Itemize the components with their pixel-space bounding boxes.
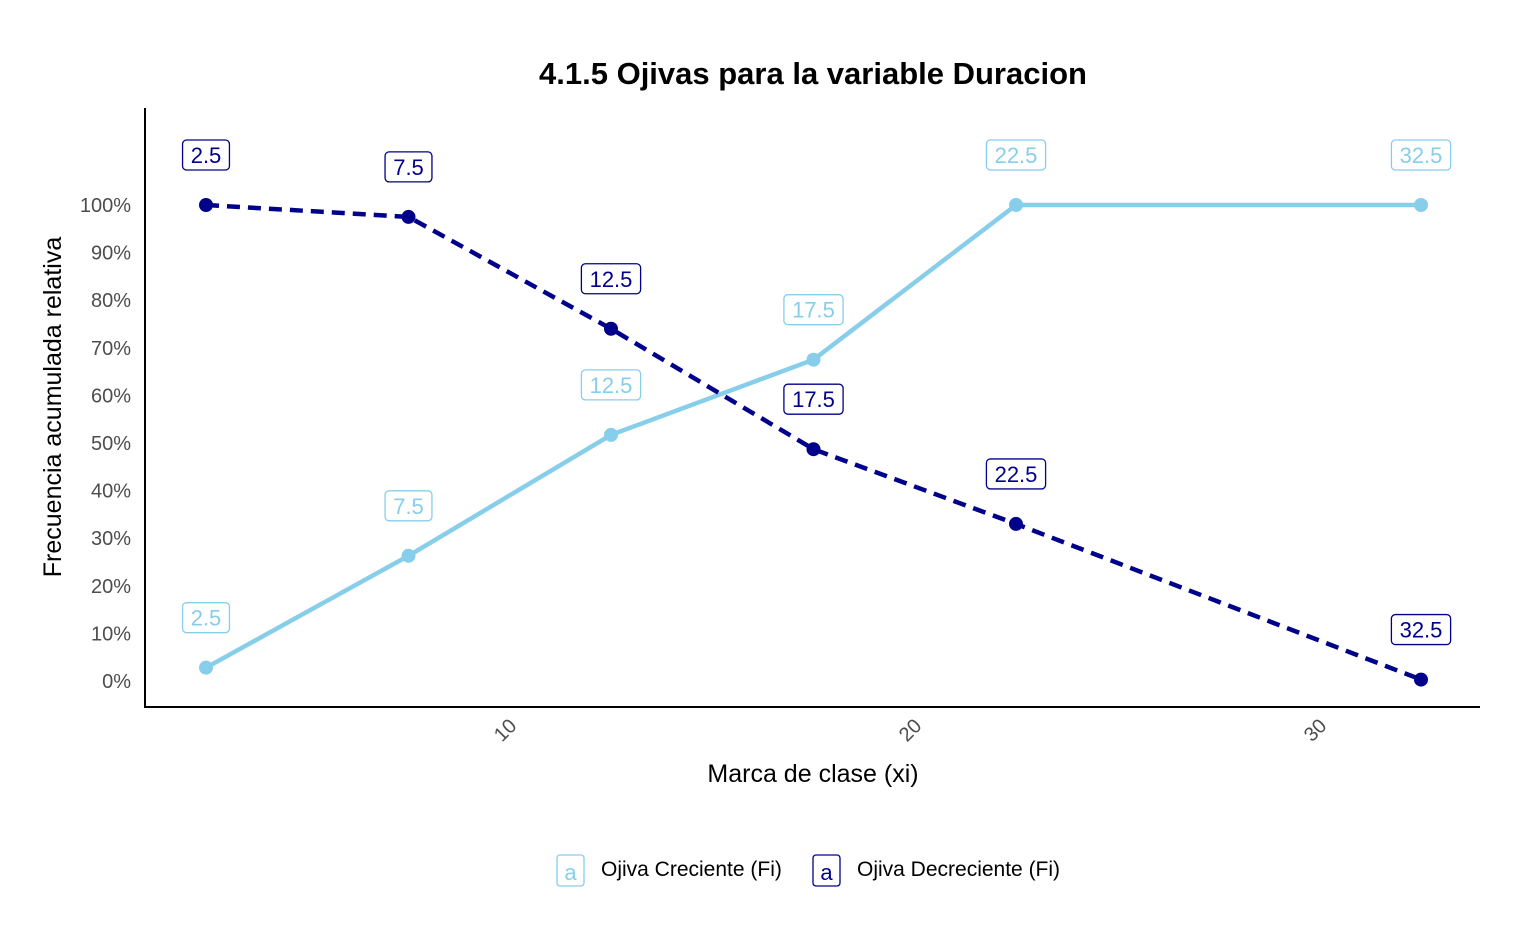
point-label-text: 32.5 [1400, 618, 1443, 643]
point-label-text: 17.5 [792, 387, 835, 412]
data-point [1414, 198, 1428, 212]
point-label-text: 17.5 [792, 298, 835, 323]
chart-title: 4.1.5 Ojivas para la variable Duracion [539, 56, 1087, 91]
y-tick-label: 60% [91, 385, 131, 407]
point-label-box [181, 139, 231, 171]
series-line [204, 202, 1421, 670]
y-axis-title: Frecuencia acumulada relativa [39, 237, 67, 578]
point-label-text: 12.5 [590, 373, 633, 398]
data-point [1009, 516, 1023, 531]
point-label: 17.5 [783, 383, 844, 415]
y-tick-label: 20% [91, 576, 131, 598]
data-point [806, 352, 821, 367]
series-line [205, 202, 1422, 682]
y-axis-ticks: 0% 10% 20% 30% 40% 50% 60% 70% 80% 90% 100% [80, 195, 131, 693]
point-label-text: 7.5 [393, 494, 424, 519]
x-tick-label: 30 [1300, 715, 1331, 746]
point-label-box [783, 383, 844, 415]
data-point [1009, 198, 1023, 212]
point-label-box [580, 263, 642, 295]
point-label: 22.5 [985, 139, 1047, 171]
series-ojiva-creciente: 2.5 7.5 12.5 17.5 22.5 32.5 [181, 139, 1452, 675]
legend-label: Ojiva Creciente (Fi) [601, 858, 782, 881]
data-point [199, 198, 213, 212]
legend-key-glyph: a [564, 860, 577, 885]
x-tick-label: 10 [490, 715, 521, 746]
data-point [604, 321, 618, 336]
y-tick-label: 30% [91, 528, 131, 550]
legend-label: Ojiva Decreciente (Fi) [857, 858, 1060, 881]
legend-item-ojiva-decreciente: a Ojiva Decreciente (Fi) [812, 854, 1060, 887]
point-label-box [985, 458, 1047, 490]
legend-key [812, 854, 841, 887]
point-label-text: 32.5 [1400, 143, 1443, 168]
legend: a Ojiva Creciente (Fi) a Ojiva Decreciente … [556, 854, 1060, 887]
legend-item-ojiva-creciente: a Ojiva Creciente (Fi) [556, 854, 782, 887]
point-label-text: 7.5 [393, 155, 424, 180]
y-tick-label: 90% [91, 243, 131, 265]
point-label: 2.5 [181, 602, 231, 634]
y-tick-label: 50% [91, 433, 131, 455]
y-tick-label: 0% [102, 671, 131, 693]
x-axis-ticks: 10 20 30 [490, 715, 1331, 746]
data-point [806, 442, 821, 457]
point-label-text: 22.5 [995, 143, 1038, 168]
point-label-box [1390, 613, 1452, 646]
point-label: 2.5 [181, 139, 231, 171]
point-label: 12.5 [580, 369, 642, 401]
y-tick-label: 40% [91, 481, 131, 503]
point-label-box [985, 139, 1047, 171]
point-label: 22.5 [985, 458, 1047, 490]
series-layer: 2.5 7.5 12.5 17.5 22.5 32.5 2.5 7.5 12.5 17.5 22.5… [181, 139, 1452, 687]
point-label-box [181, 602, 231, 634]
legend-key-glyph: a [820, 860, 833, 885]
data-point [1414, 672, 1428, 687]
data-point [604, 427, 618, 442]
point-label-box [384, 490, 433, 522]
point-label-box [1390, 139, 1452, 171]
y-tick-label: 70% [91, 338, 131, 360]
data-point [401, 548, 416, 563]
point-label: 32.5 [1390, 613, 1452, 646]
x-axis-title: Marca de clase (xi) [707, 760, 918, 788]
point-label: 7.5 [384, 490, 433, 522]
point-label: 32.5 [1390, 139, 1452, 171]
y-tick-label: 80% [91, 290, 131, 312]
x-tick-label: 20 [895, 715, 926, 746]
point-label-text: 12.5 [590, 267, 633, 292]
point-label: 7.5 [384, 151, 433, 183]
axes [144, 108, 1480, 708]
point-label-text: 2.5 [191, 606, 222, 631]
y-tick-label: 10% [91, 623, 131, 645]
legend-key [556, 854, 585, 887]
point-label: 12.5 [580, 263, 642, 295]
point-label-box [580, 369, 642, 401]
point-label-text: 22.5 [995, 462, 1038, 487]
data-point [401, 209, 416, 224]
point-label-text: 2.5 [191, 143, 222, 168]
data-point [199, 660, 213, 675]
point-label-box [783, 294, 844, 326]
point-label-box [384, 151, 433, 183]
y-tick-label: 100% [80, 195, 131, 217]
point-label: 17.5 [783, 294, 844, 326]
series-ojiva-decreciente: 2.5 7.5 12.5 17.5 22.5 32.5 [181, 139, 1452, 687]
